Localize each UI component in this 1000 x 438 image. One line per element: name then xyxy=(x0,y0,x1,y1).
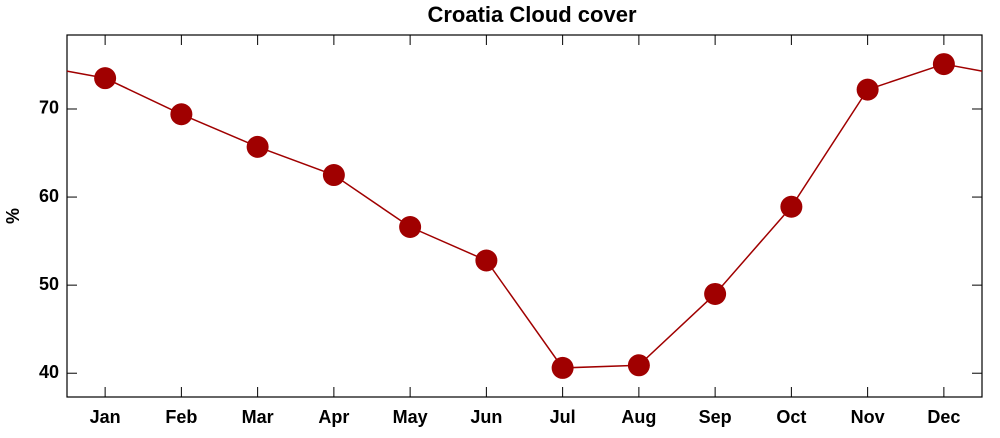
data-point xyxy=(170,103,193,126)
y-axis-label: % xyxy=(3,208,23,224)
data-point xyxy=(246,135,269,158)
data-point xyxy=(704,282,727,305)
x-tick-label: Aug xyxy=(621,407,656,427)
data-point xyxy=(627,354,650,377)
x-tick-label: Mar xyxy=(242,407,274,427)
y-tick-label: 50 xyxy=(39,274,59,294)
x-tick-label: Sep xyxy=(699,407,732,427)
data-line xyxy=(104,63,945,369)
data-point xyxy=(780,195,803,218)
x-tick-label: Jun xyxy=(470,407,502,427)
data-point xyxy=(475,249,498,272)
x-tick-label: Jul xyxy=(550,407,576,427)
y-tick-label: 40 xyxy=(39,362,59,382)
x-tick-label: May xyxy=(393,407,428,427)
x-tick-label: Nov xyxy=(851,407,885,427)
x-tick-label: Feb xyxy=(165,407,197,427)
data-point xyxy=(932,53,955,76)
x-tick-label: Oct xyxy=(776,407,806,427)
data-point xyxy=(399,216,422,239)
y-tick-label: 70 xyxy=(39,98,59,118)
y-tick-label: 60 xyxy=(39,186,59,206)
x-tick-label: Apr xyxy=(318,407,349,427)
x-tick-label: Dec xyxy=(927,407,960,427)
data-point xyxy=(551,356,574,379)
x-tick-label: Jan xyxy=(90,407,121,427)
plot-frame xyxy=(66,34,983,398)
data-point xyxy=(856,78,879,101)
data-point xyxy=(322,164,345,187)
chart-title: Croatia Cloud cover xyxy=(427,2,636,27)
data-point xyxy=(94,67,117,90)
